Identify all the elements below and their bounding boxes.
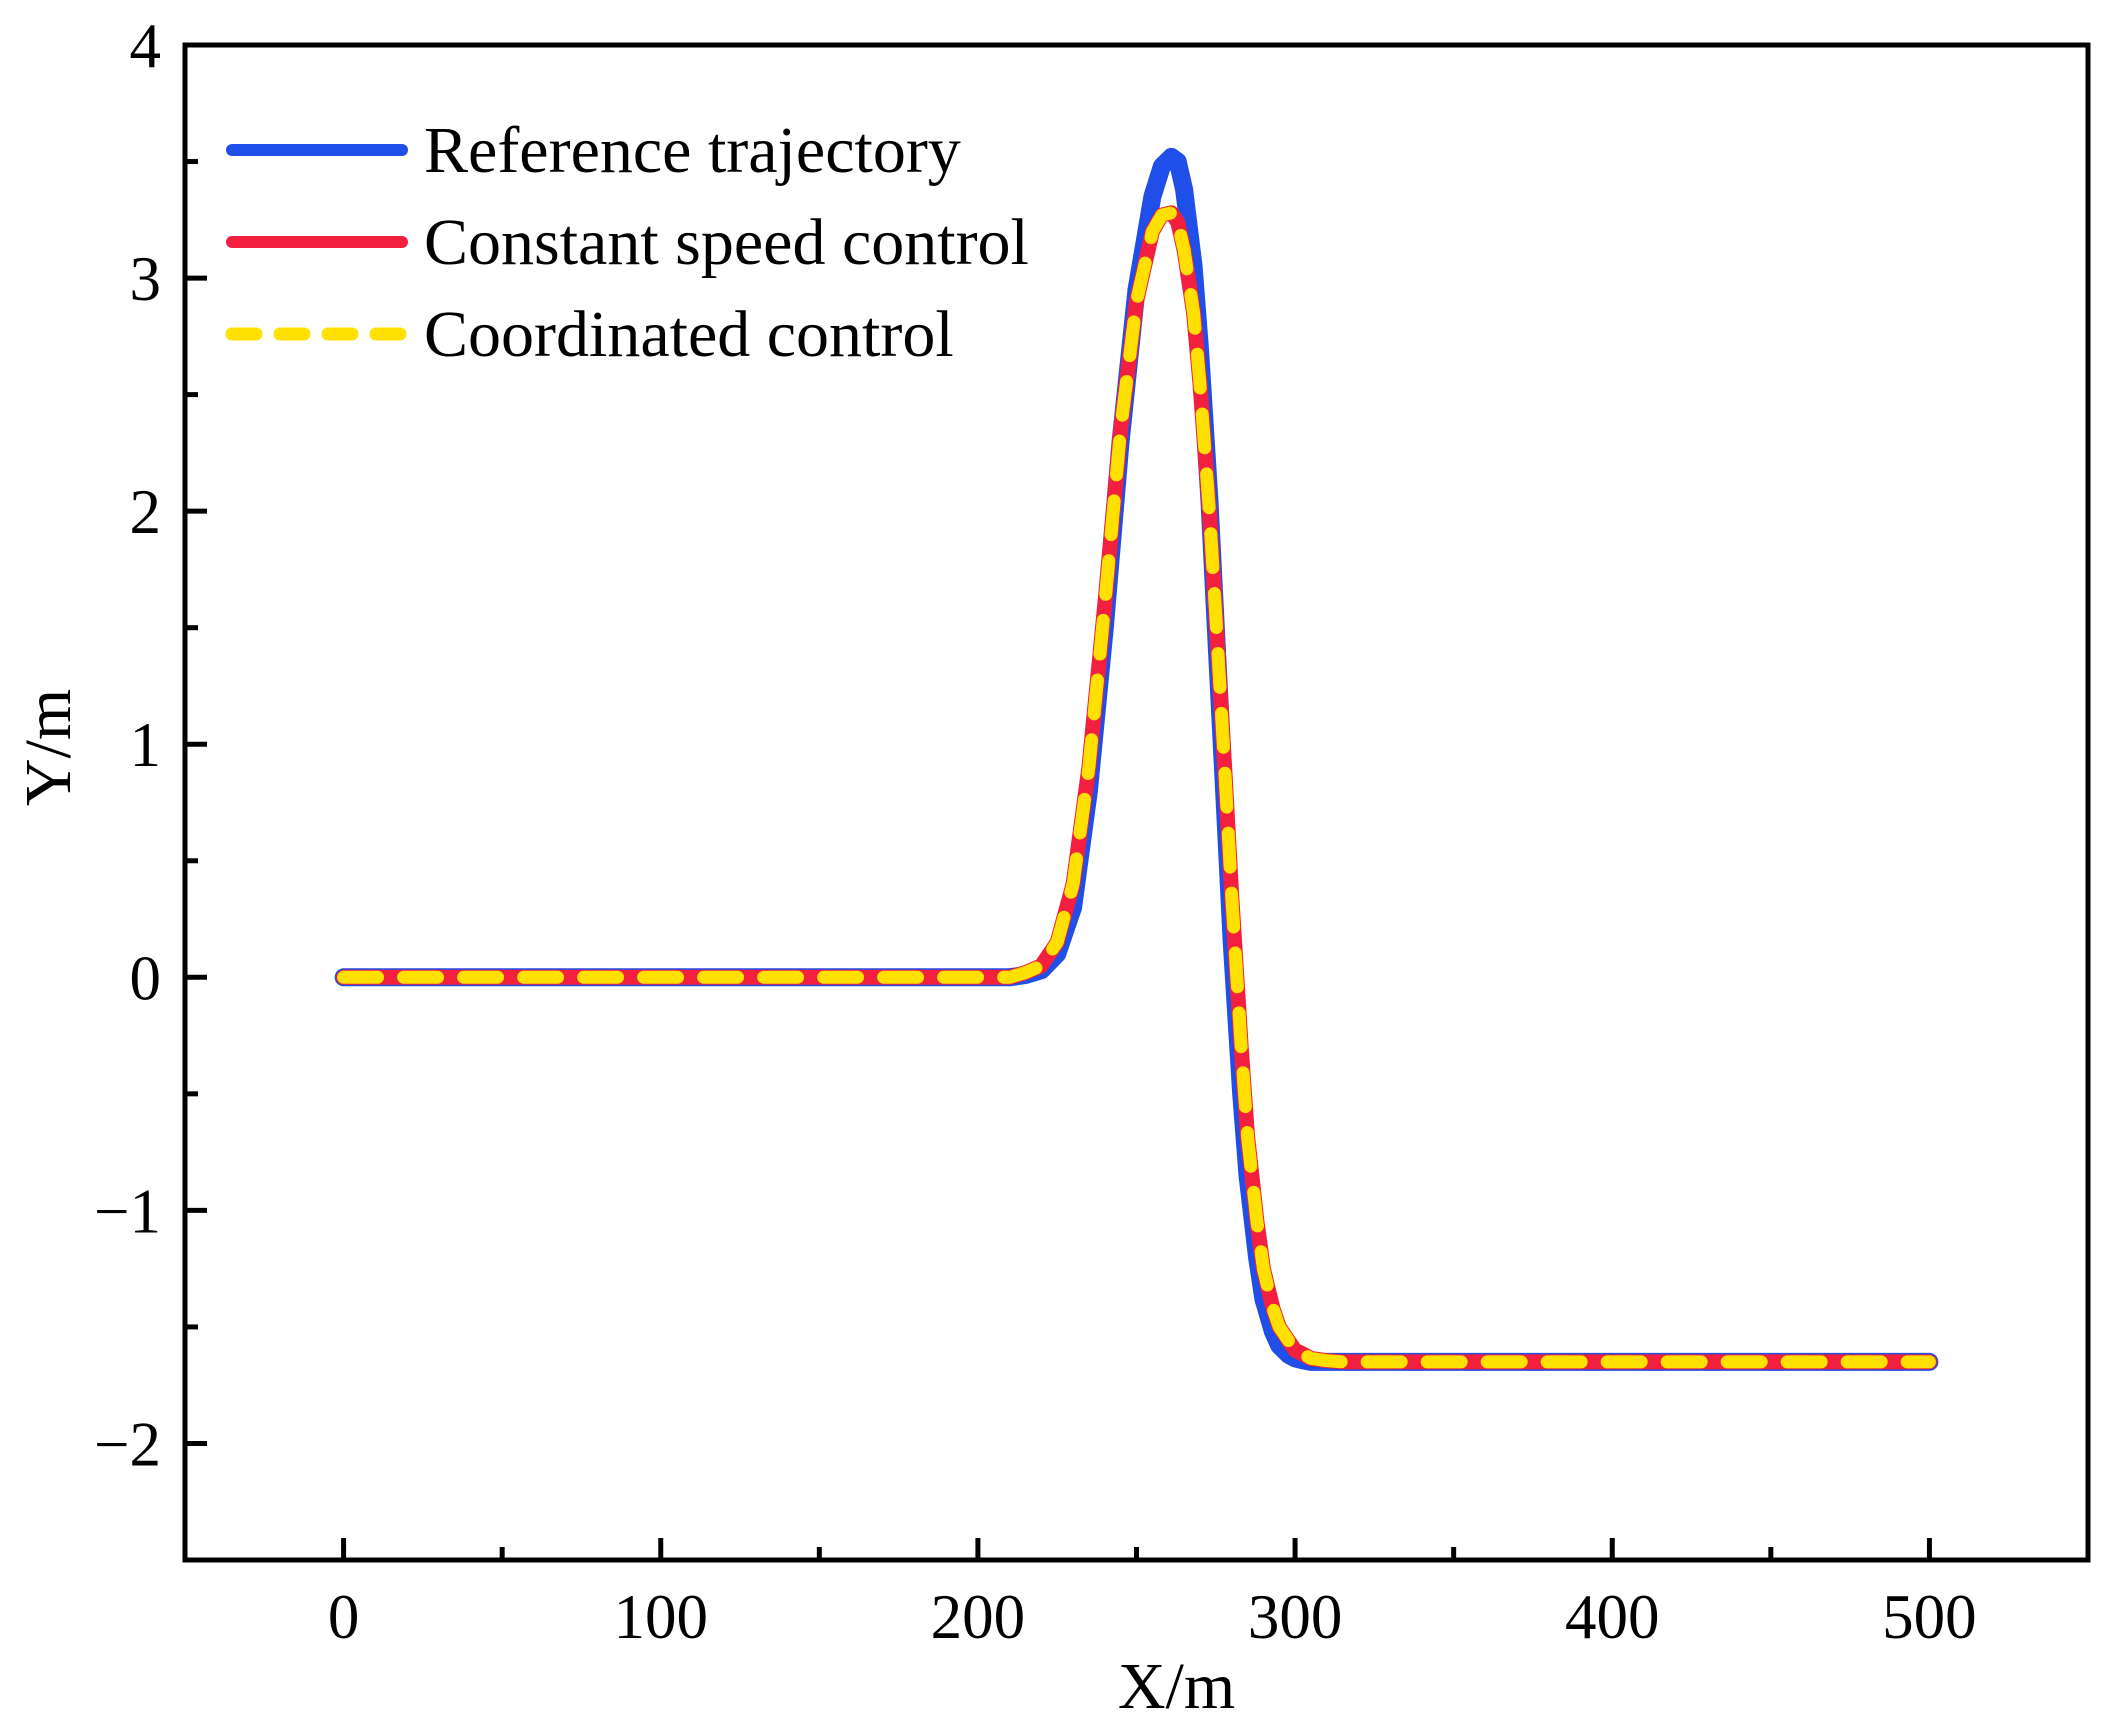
y-tick-label: −2 (94, 1409, 161, 1479)
tick-labels-layer: 0 100 200 300 400 500 −2 −1 0 1 2 3 4 (94, 11, 1977, 1652)
series-layer (334, 147, 1939, 1371)
y-tick-label: 4 (130, 11, 162, 81)
legend: Reference trajectory Constant speed contr… (225, 114, 1029, 371)
series-line-constant-speed-control (336, 205, 1937, 1370)
x-axis-title: X/m (1118, 1650, 1235, 1723)
legend-label: Reference trajectory (424, 114, 961, 187)
y-tick-label: 3 (130, 244, 162, 314)
x-tick-label: 300 (1248, 1582, 1343, 1652)
y-tick-label: 2 (130, 477, 162, 547)
y-tick-label: 0 (130, 943, 162, 1013)
x-tick-label: 500 (1882, 1582, 1977, 1652)
y-tick-label: 1 (130, 710, 162, 780)
ticks-layer (185, 42, 1932, 1560)
x-tick-label: 200 (931, 1582, 1026, 1652)
legend-label: Constant speed control (424, 206, 1029, 279)
legend-label: Coordinated control (424, 298, 954, 371)
y-axis-title: Y/m (12, 689, 85, 806)
y-tick-label: −1 (94, 1176, 161, 1246)
x-tick-label: 100 (614, 1582, 709, 1652)
x-tick-label: 0 (328, 1582, 360, 1652)
series-line-coordinated-control (337, 206, 1936, 1369)
x-tick-label: 400 (1565, 1582, 1660, 1652)
